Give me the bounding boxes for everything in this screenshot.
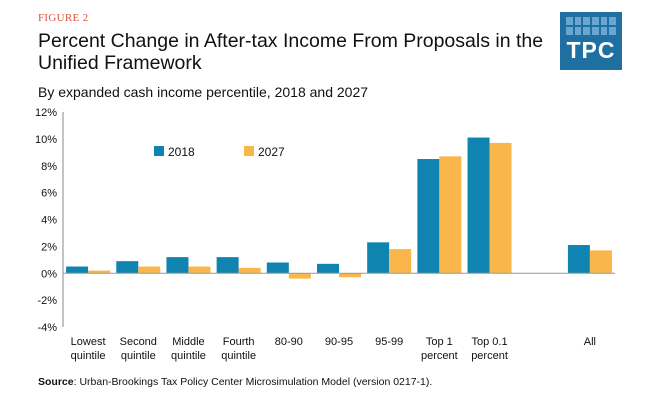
bar-2027 <box>88 270 111 274</box>
category-label: Fourth <box>223 336 255 348</box>
legend-swatch <box>154 146 164 156</box>
category-label: Top 0.1 <box>471 336 507 348</box>
bar-chart: -4% -2% 0% 2% 4% 6% 8% 10% 12% Lowest quintile Seco… <box>35 107 615 362</box>
bar-2027 <box>138 266 161 274</box>
category-label: percent <box>421 350 458 362</box>
logo-text: TPC <box>566 37 616 63</box>
logo-grid-icon <box>566 17 616 35</box>
figure-label: FIGURE 2 <box>38 12 89 24</box>
category-label: All <box>584 336 596 348</box>
bar-2018 <box>467 137 490 274</box>
category-label: 90-95 <box>325 336 353 348</box>
category-label: quintile <box>121 350 156 362</box>
bar-2018 <box>266 262 289 274</box>
category-label: quintile <box>171 350 206 362</box>
y-tick-label: -2% <box>37 295 57 307</box>
bar-2027 <box>188 266 211 274</box>
category-label: Top 1 <box>426 336 453 348</box>
bar-2018 <box>216 257 239 274</box>
bar-2027 <box>238 267 261 274</box>
y-tick-label: 0% <box>41 268 57 280</box>
y-tick-label: 8% <box>41 161 57 173</box>
bar-2027 <box>439 156 462 274</box>
category-label: Lowest <box>71 336 106 348</box>
y-tick-label: 10% <box>35 134 57 146</box>
bar-2018 <box>166 257 189 274</box>
source-note: Source: Urban-Brookings Tax Policy Cente… <box>38 376 432 388</box>
tpc-logo: TPC <box>560 12 622 70</box>
category-label: Second <box>120 336 157 348</box>
y-tick-label: 2% <box>41 241 57 253</box>
bar-2027 <box>339 273 361 278</box>
bar-2018 <box>367 242 390 274</box>
bar-2018 <box>317 263 339 274</box>
y-tick-label: 4% <box>41 215 57 227</box>
source-label: Source <box>38 376 74 388</box>
bar-2018 <box>66 266 89 274</box>
category-label: 95-99 <box>375 336 403 348</box>
bar-2027 <box>489 142 512 274</box>
bar-2027 <box>389 249 412 274</box>
category-label: quintile <box>221 350 256 362</box>
source-text: : Urban-Brookings Tax Policy Center Micr… <box>73 376 433 388</box>
legend-label: 2018 <box>168 145 195 159</box>
bar-2027 <box>288 273 311 279</box>
chart-title: Percent Change in After-tax Income From … <box>38 30 544 74</box>
y-tick-label: 6% <box>41 188 57 200</box>
category-label: 80-90 <box>275 336 303 348</box>
chart-subtitle: By expanded cash income percentile, 2018… <box>38 84 369 100</box>
legend-label: 2027 <box>258 145 285 159</box>
bar-2027 <box>589 250 612 274</box>
bar-2018 <box>116 261 139 274</box>
y-tick-label: 12% <box>35 107 57 119</box>
y-tick-label: -4% <box>37 322 57 334</box>
bar-2018 <box>417 159 440 274</box>
legend-swatch <box>244 146 254 156</box>
category-label: Middle <box>172 336 204 348</box>
category-label: quintile <box>71 350 106 362</box>
category-label: percent <box>471 350 508 362</box>
bar-2018 <box>567 245 590 274</box>
